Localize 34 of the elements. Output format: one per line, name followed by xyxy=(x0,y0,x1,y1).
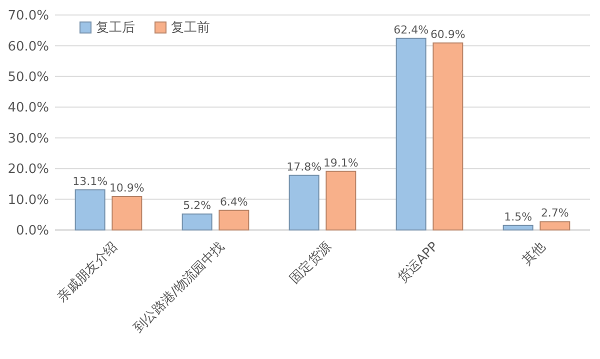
y-tick-label: 20.0% xyxy=(8,162,49,178)
legend-label: 复工后 xyxy=(96,20,135,36)
x-tick-label: 固定货源 xyxy=(287,239,335,287)
bar xyxy=(396,38,426,230)
bar xyxy=(74,189,106,230)
bar xyxy=(502,224,534,230)
data-label: 17.8% xyxy=(286,160,322,174)
data-label: 5.2% xyxy=(183,199,212,212)
data-label: 2.7% xyxy=(540,206,569,220)
bar xyxy=(540,221,570,230)
y-tick-label: 10.0% xyxy=(8,192,49,208)
bar xyxy=(112,196,142,230)
bar xyxy=(326,170,356,230)
x-tick-label: 到公路港/物流园中找 xyxy=(130,238,228,336)
legend-label: 复工前 xyxy=(171,20,210,36)
data-label: 19.1% xyxy=(323,156,358,170)
bar xyxy=(432,42,464,230)
bar xyxy=(182,214,212,230)
y-tick-label: 0.0% xyxy=(16,224,49,239)
y-tick-label: 70.0% xyxy=(8,8,49,24)
data-label: 6.4% xyxy=(220,195,248,208)
data-label: 62.4% xyxy=(394,23,429,36)
data-label: 13.1% xyxy=(72,174,108,188)
data-label: 10.9% xyxy=(109,182,144,195)
x-tick-label: 其他 xyxy=(520,239,549,268)
y-tick-label: 60.0% xyxy=(8,39,49,54)
y-tick-label: 50.0% xyxy=(8,70,49,85)
y-tick-label: 40.0% xyxy=(8,100,49,116)
data-label: 60.9% xyxy=(430,28,466,41)
data-label: 1.5% xyxy=(504,210,532,224)
x-tick-label: 亲戚朋友介绍 xyxy=(54,239,121,306)
y-tick-label: 30.0% xyxy=(8,131,49,146)
bar xyxy=(288,174,320,230)
bar xyxy=(218,210,250,230)
